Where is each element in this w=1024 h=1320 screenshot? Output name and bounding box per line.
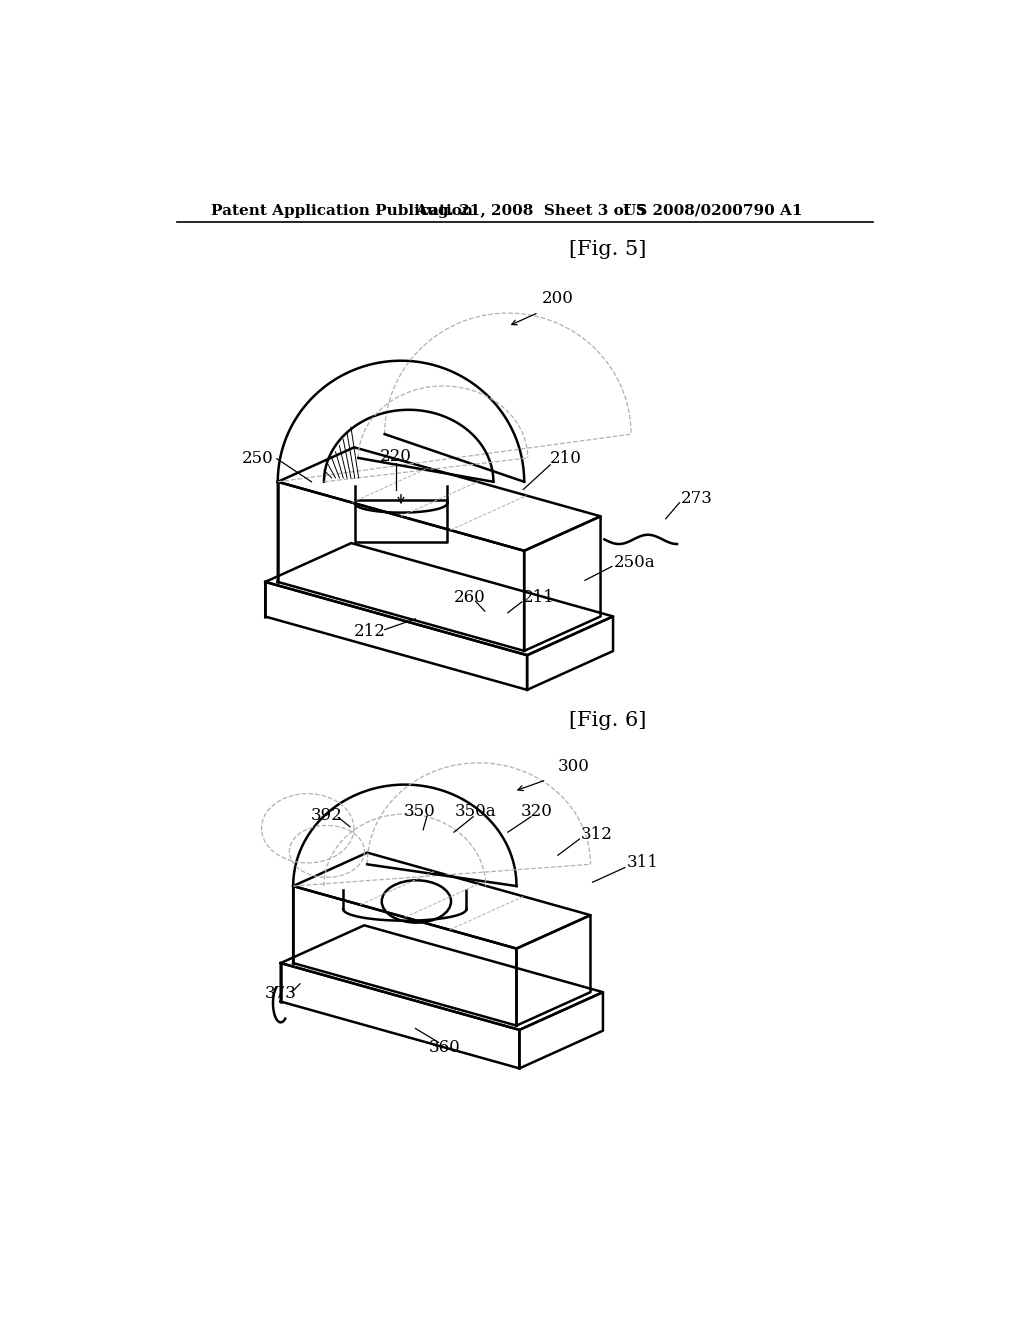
Text: 350a: 350a <box>455 803 497 820</box>
Text: Patent Application Publication: Patent Application Publication <box>211 203 473 218</box>
Text: 210: 210 <box>550 450 582 467</box>
Text: 320: 320 <box>521 803 553 820</box>
Text: 350: 350 <box>403 803 435 820</box>
Text: 250a: 250a <box>614 554 655 572</box>
Text: 311: 311 <box>628 854 659 871</box>
Text: US 2008/0200790 A1: US 2008/0200790 A1 <box>624 203 803 218</box>
Text: 220: 220 <box>380 447 412 465</box>
Text: 392: 392 <box>311 807 343 824</box>
Text: 273: 273 <box>681 490 713 507</box>
Text: 212: 212 <box>353 623 385 640</box>
Text: 360: 360 <box>429 1039 461 1056</box>
Text: 300: 300 <box>557 758 589 775</box>
Text: Aug. 21, 2008  Sheet 3 of 5: Aug. 21, 2008 Sheet 3 of 5 <box>416 203 646 218</box>
Text: 260: 260 <box>454 589 485 606</box>
Text: 211: 211 <box>523 589 555 606</box>
Text: [Fig. 5]: [Fig. 5] <box>569 240 646 259</box>
Text: [Fig. 6]: [Fig. 6] <box>569 711 646 730</box>
Text: 200: 200 <box>542 290 573 308</box>
Text: 373: 373 <box>265 985 297 1002</box>
Text: 312: 312 <box>581 826 613 843</box>
Text: 250: 250 <box>242 450 273 467</box>
